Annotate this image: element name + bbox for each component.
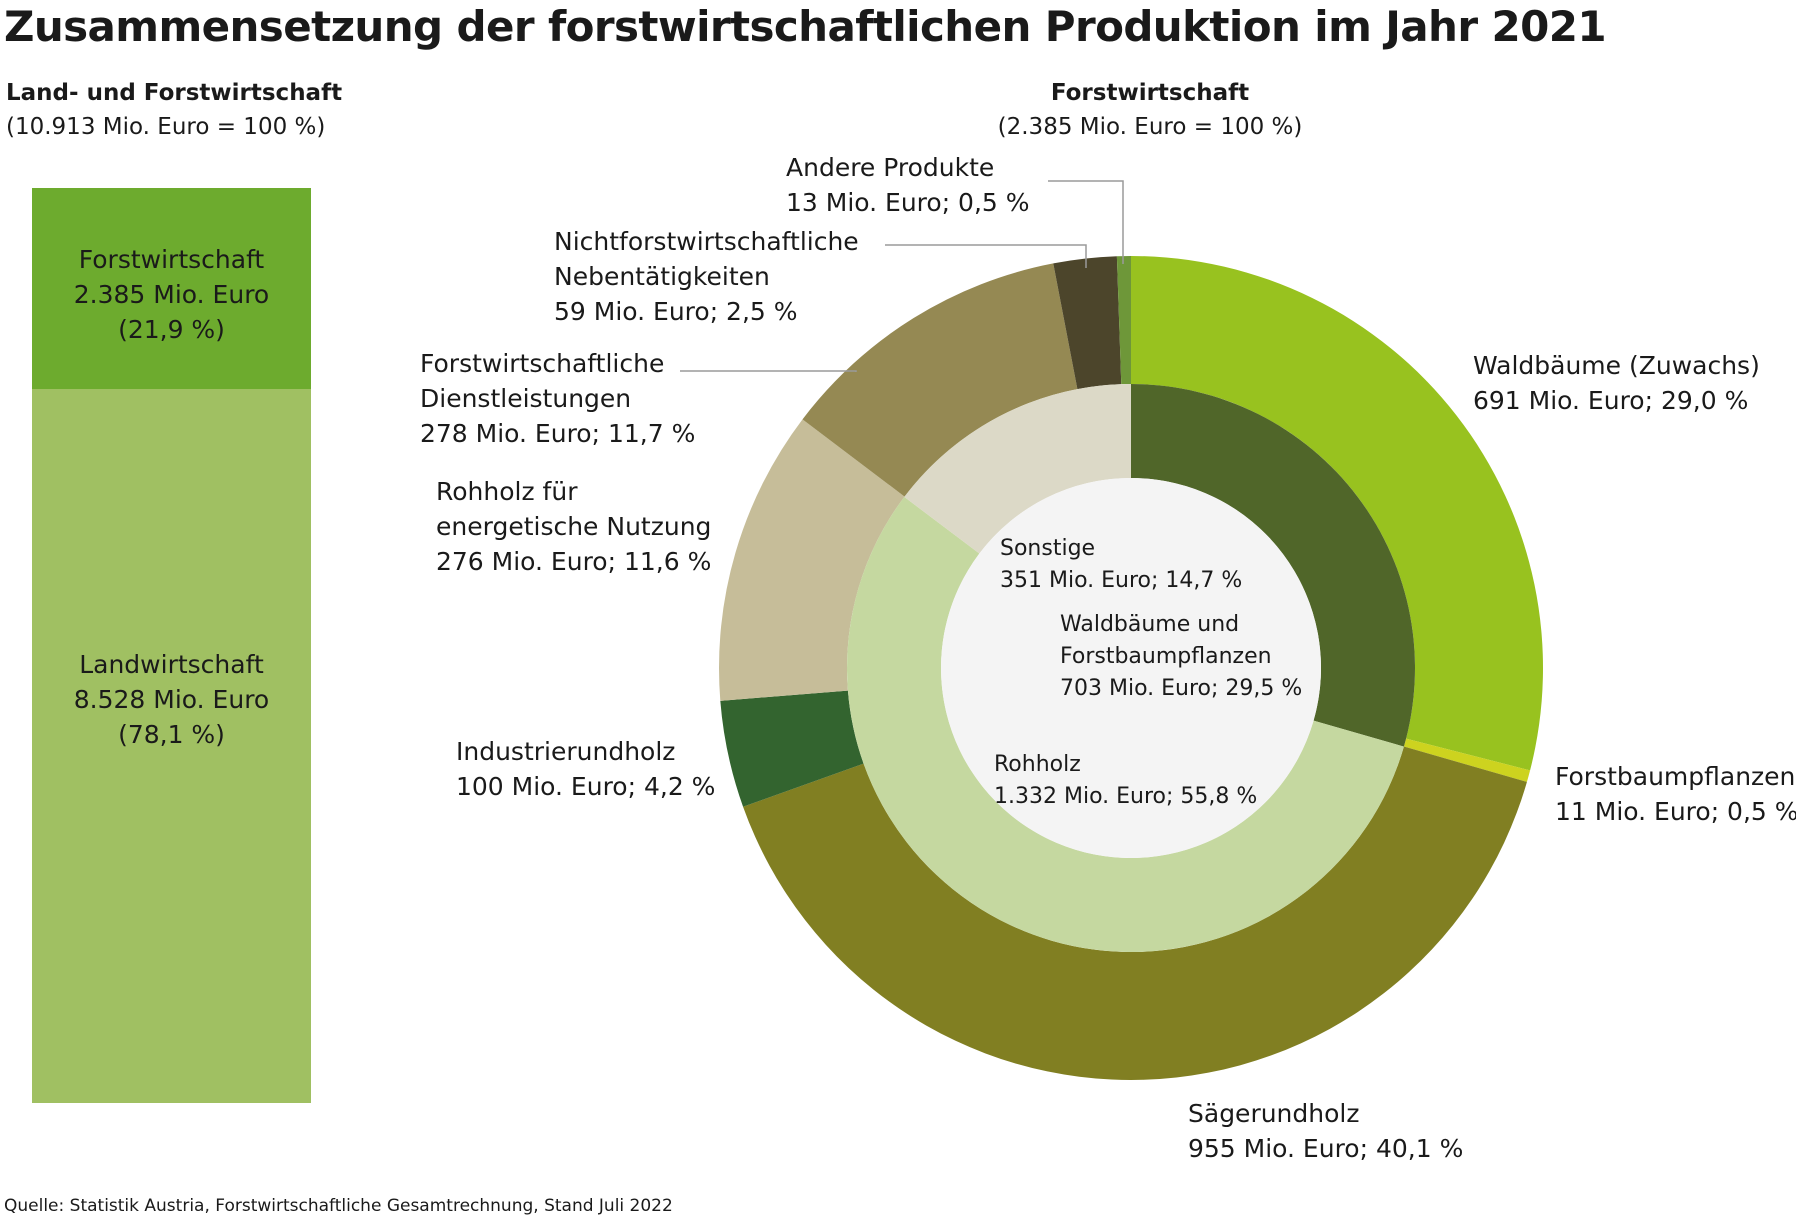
outer-label-industrierundholz: Industrierundholz 100 Mio. Euro; 4,2 %	[456, 737, 715, 801]
outer-slice-rohholz-fuer-energetische-nutzung	[719, 419, 905, 701]
inner-slice-waldbaeume-und-forstbaumpflanzen	[1131, 384, 1415, 747]
bar-segment-share: (78,1 %)	[118, 720, 225, 749]
outer-label-nichtforstwirtschaftliche-nebentaetigkeiten: Nichtforstwirtschaftliche Nebentätigkeite…	[554, 227, 859, 326]
bar-segment-value: 2.385 Mio. Euro	[73, 280, 270, 309]
inner-label-waldbaeume-und-forstbaumpflanzen: Waldbäume und Forstbaumpflanzen 703 Mio. E…	[1060, 612, 1302, 701]
bar-segment-landwirtschaft: Landwirtschaft 8.528 Mio. Euro (78,1 %)	[32, 389, 311, 1103]
bar-segment-value: 8.528 Mio. Euro	[73, 685, 270, 714]
outer-slice-saegerundholz	[743, 746, 1527, 1081]
outer-slice-forstbaumpflanzen	[1403, 738, 1531, 782]
inner-label-sonstige: Sonstige 351 Mio. Euro; 14,7 %	[1000, 536, 1242, 593]
inner-slice-sonstige	[904, 384, 1131, 554]
inner-slice-rohholz	[846, 496, 1404, 953]
leader-line-dienstleistungen	[680, 370, 857, 372]
outer-slice-industrierundholz	[720, 690, 864, 807]
right-header-title: Forstwirtschaft	[1050, 80, 1250, 106]
bar-label-landwirtschaft: Landwirtschaft 8.528 Mio. Euro (78,1 %)	[32, 647, 311, 752]
right-chart-header: Forstwirtschaft (2.385 Mio. Euro = 100 %…	[930, 76, 1370, 144]
outer-label-forstwirtschaftliche-dienstleistungen: Forstwirtschaftliche Dienstleistungen 278 …	[420, 349, 695, 448]
bar-segment-share: (21,9 %)	[118, 315, 225, 344]
outer-slice-forstwirtschaftliche-dienstleistungen	[802, 263, 1078, 497]
left-header-subtitle: (10.913 Mio. Euro = 100 %)	[6, 114, 326, 140]
outer-label-rohholz-fuer-energetische-nutzung: Rohholz für energetische Nutzung 276 Mio. …	[436, 477, 711, 576]
inner-label-rohholz: Rohholz 1.332 Mio. Euro; 55,8 %	[994, 752, 1257, 809]
bar-segment-name: Forstwirtschaft	[78, 245, 265, 274]
outer-label-saegerundholz: Sägerundholz 955 Mio. Euro; 40,1 %	[1188, 1099, 1463, 1163]
outer-label-waldbaeume-zuwachs: Waldbäume (Zuwachs) 691 Mio. Euro; 29,0 %	[1473, 351, 1760, 415]
donut-center	[941, 478, 1321, 858]
source-note: Quelle: Statistik Austria, Forstwirtscha…	[4, 1196, 673, 1216]
bar-segment-forstwirtschaft: Forstwirtschaft 2.385 Mio. Euro (21,9 %)	[32, 188, 311, 389]
bar-label-forstwirtschaft: Forstwirtschaft 2.385 Mio. Euro (21,9 %)	[32, 242, 311, 347]
left-header-title: Land- und Forstwirtschaft	[6, 80, 343, 106]
right-header-subtitle: (2.385 Mio. Euro = 100 %)	[997, 114, 1303, 140]
chart-title: Zusammensetzung der forstwirtschaftliche…	[4, 2, 1607, 51]
bar-segment-name: Landwirtschaft	[79, 650, 264, 679]
outer-label-andere-produkte: Andere Produkte 13 Mio. Euro; 0,5 %	[786, 153, 1030, 217]
outer-label-forstbaumpflanzen: Forstbaumpflanzen 11 Mio. Euro; 0,5 %	[1555, 762, 1796, 826]
outer-slice-andere-produkte	[1116, 256, 1131, 385]
left-chart-header: Land- und Forstwirtschaft (10.913 Mio. E…	[6, 76, 342, 144]
leader-line-andere-produkte	[1048, 180, 1124, 264]
outer-slice-nichtforstwirtschaftliche-nebentaetigkeiten	[1053, 256, 1122, 390]
leader-line-nebentaetigkeiten	[885, 244, 1087, 268]
outer-slice-waldbaeume-zuwachs	[1131, 256, 1543, 771]
